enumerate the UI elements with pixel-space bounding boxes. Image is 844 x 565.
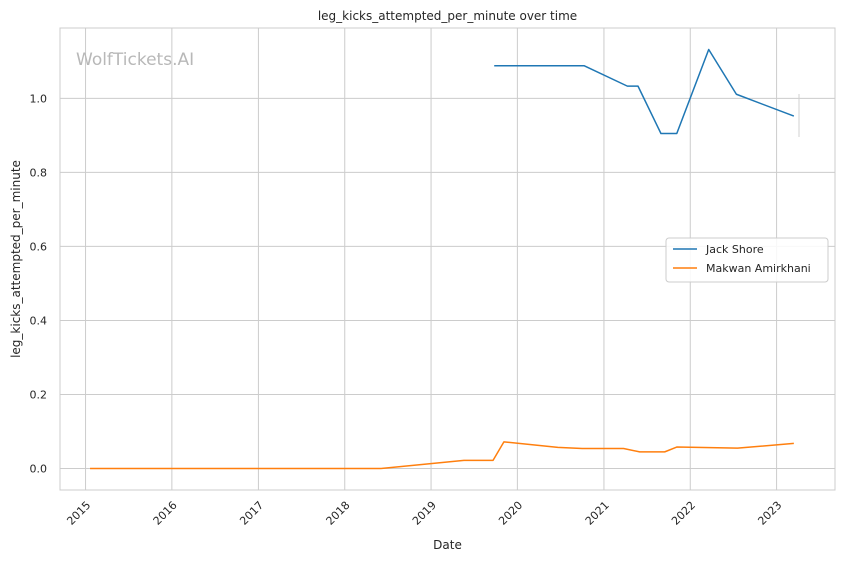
x-tick-label: 2021	[583, 499, 612, 528]
x-tick-label: 2018	[324, 499, 353, 528]
y-tick-label: 0.0	[30, 463, 48, 476]
legend-label-makwan-amirkhani: Makwan Amirkhani	[706, 262, 811, 275]
x-tick-label: 2016	[151, 499, 180, 528]
series-layer	[90, 48, 795, 470]
legend: Jack Shore Makwan Amirkhani	[665, 237, 829, 283]
y-tick-label: 1.0	[30, 92, 48, 105]
chart-title: leg_kicks_attempted_per_minute over time	[318, 9, 577, 23]
x-tick-label: 2015	[64, 499, 93, 528]
y-tick-label: 0.4	[30, 314, 48, 327]
y-tick-label: 0.6	[30, 240, 48, 253]
x-tick-label: 2023	[755, 499, 784, 528]
x-tick-label: 2020	[496, 499, 525, 528]
x-tick-label: 2017	[237, 499, 266, 528]
legend-label-jack-shore: Jack Shore	[705, 243, 764, 256]
x-tick-label: 2019	[410, 499, 439, 528]
x-axis-title: Date	[433, 538, 462, 552]
y-tick-label: 0.2	[30, 388, 48, 401]
series-line-jack-shore	[494, 48, 795, 135]
series-line-makwan-amirkhani	[90, 441, 794, 470]
legend-box	[665, 237, 829, 283]
y-axis-title: leg_kicks_attempted_per_minute	[9, 160, 23, 358]
x-tick-label: 2022	[669, 499, 698, 528]
y-tick-label: 0.8	[30, 166, 48, 179]
watermark: WolfTickets.AI	[76, 50, 194, 70]
